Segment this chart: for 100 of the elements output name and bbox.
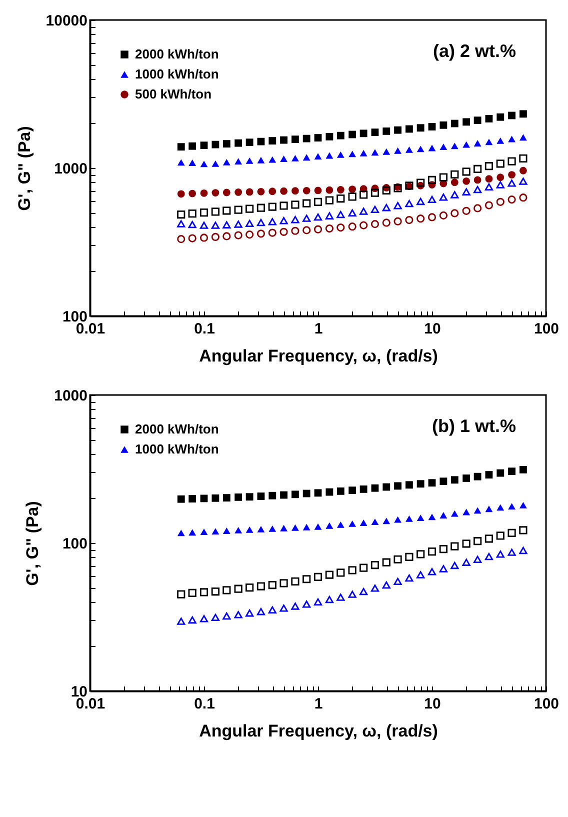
point bbox=[462, 141, 470, 148]
point bbox=[416, 146, 424, 152]
point bbox=[450, 120, 458, 128]
point bbox=[405, 574, 414, 582]
point bbox=[474, 140, 482, 146]
point bbox=[336, 487, 344, 495]
point bbox=[370, 220, 380, 228]
point bbox=[211, 232, 220, 242]
point bbox=[405, 125, 413, 133]
x-tick-label: 0.1 bbox=[194, 696, 215, 712]
x-tick-label: 1 bbox=[314, 696, 323, 712]
point bbox=[234, 220, 242, 228]
point bbox=[257, 526, 265, 532]
point bbox=[200, 528, 208, 536]
point bbox=[188, 495, 196, 502]
point bbox=[440, 121, 448, 129]
point bbox=[234, 493, 242, 501]
point bbox=[440, 512, 448, 518]
point bbox=[222, 232, 231, 240]
point bbox=[428, 514, 436, 520]
point bbox=[484, 201, 494, 210]
point bbox=[188, 160, 196, 166]
point bbox=[474, 116, 482, 124]
point bbox=[371, 149, 379, 156]
annotation: (b) 1 wt.% bbox=[432, 416, 516, 436]
point bbox=[382, 581, 390, 589]
point bbox=[200, 160, 208, 168]
point bbox=[382, 186, 390, 195]
point bbox=[246, 158, 254, 164]
point bbox=[496, 469, 504, 477]
point bbox=[291, 200, 300, 209]
point bbox=[462, 540, 470, 548]
point bbox=[474, 556, 482, 563]
point bbox=[291, 602, 300, 610]
point bbox=[508, 548, 516, 556]
point bbox=[268, 492, 276, 500]
point bbox=[382, 148, 390, 155]
point bbox=[496, 550, 504, 558]
point bbox=[314, 186, 322, 194]
point bbox=[211, 614, 220, 622]
x-tick-label: 10 bbox=[424, 696, 441, 712]
point bbox=[212, 528, 220, 534]
point bbox=[302, 134, 310, 142]
point bbox=[188, 190, 196, 198]
point bbox=[200, 615, 208, 622]
point bbox=[246, 138, 254, 146]
point bbox=[371, 128, 379, 136]
point bbox=[462, 118, 470, 126]
point bbox=[348, 566, 356, 574]
point bbox=[519, 154, 528, 163]
point bbox=[291, 490, 299, 498]
point bbox=[256, 582, 266, 590]
legend-label: 1000 kWh/ton bbox=[135, 442, 219, 456]
point bbox=[394, 147, 402, 154]
point bbox=[336, 151, 344, 158]
point bbox=[222, 586, 231, 594]
point bbox=[280, 491, 288, 499]
point bbox=[394, 217, 402, 226]
point bbox=[177, 530, 185, 536]
point bbox=[314, 489, 322, 497]
point bbox=[314, 213, 322, 221]
point bbox=[291, 216, 300, 224]
point bbox=[336, 568, 345, 577]
point bbox=[246, 609, 254, 617]
point bbox=[348, 222, 356, 231]
point bbox=[325, 196, 334, 204]
point bbox=[462, 206, 470, 215]
point bbox=[280, 217, 288, 224]
point bbox=[256, 218, 266, 226]
point bbox=[177, 495, 185, 503]
point bbox=[291, 226, 300, 235]
point bbox=[485, 506, 493, 512]
point bbox=[450, 562, 459, 570]
point bbox=[280, 156, 288, 162]
x-tick-label: 10 bbox=[424, 320, 441, 338]
point bbox=[360, 588, 368, 596]
point bbox=[200, 189, 208, 197]
point bbox=[519, 110, 527, 118]
point bbox=[177, 190, 185, 198]
point bbox=[200, 588, 208, 596]
point bbox=[496, 160, 504, 168]
point bbox=[302, 214, 311, 222]
point bbox=[450, 178, 458, 186]
point bbox=[325, 570, 334, 579]
point bbox=[440, 144, 448, 150]
point bbox=[348, 192, 356, 201]
point bbox=[234, 158, 242, 165]
point bbox=[439, 211, 448, 220]
point bbox=[302, 490, 310, 498]
point bbox=[336, 186, 344, 194]
x-tick-label: 0.01 bbox=[76, 320, 106, 338]
point bbox=[484, 552, 494, 560]
point bbox=[177, 159, 185, 166]
point bbox=[234, 206, 242, 214]
point bbox=[360, 190, 368, 199]
point bbox=[519, 502, 527, 508]
point bbox=[200, 234, 208, 242]
point bbox=[280, 136, 288, 144]
point bbox=[348, 186, 356, 193]
point bbox=[280, 604, 288, 612]
